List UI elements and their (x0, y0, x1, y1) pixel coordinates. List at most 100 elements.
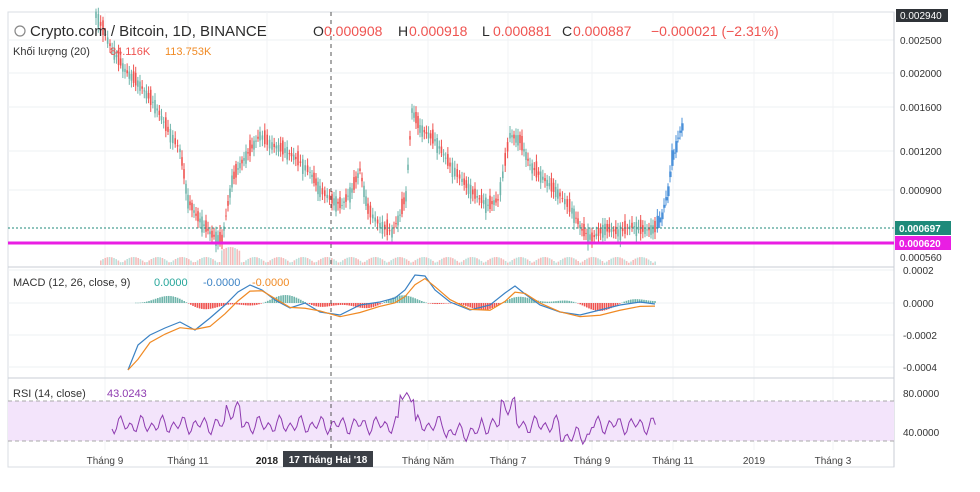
candle-body (324, 190, 326, 197)
candle-body (331, 194, 333, 204)
macd-histogram-bar (280, 295, 282, 303)
candle-body (405, 191, 407, 202)
rsi-label[interactable]: RSI (14, close) (13, 388, 86, 400)
candle-body (395, 223, 397, 225)
volume-bar (423, 257, 425, 265)
candle-body (474, 188, 476, 199)
macd-histogram-bar (322, 303, 324, 307)
macd-histogram-bar (240, 303, 243, 305)
candle-body (365, 196, 367, 207)
candle-body (519, 134, 521, 144)
candle-body (667, 186, 670, 197)
candle-body (564, 199, 566, 205)
volume-bar (236, 249, 238, 265)
macd-histogram-bar (550, 301, 553, 303)
volume-bar (335, 260, 337, 265)
volume-bar (111, 257, 113, 265)
candle-body (149, 89, 152, 105)
candle-body (548, 183, 551, 187)
candle-body (299, 161, 302, 163)
candle-body (247, 152, 249, 154)
volume-bar (623, 259, 626, 265)
macd-histogram-bar (636, 299, 639, 303)
volume-bar (427, 258, 430, 265)
candle-body (193, 210, 195, 213)
macd-histogram-bar (157, 298, 159, 303)
candle-body (425, 132, 428, 134)
macd-histogram-bar (212, 303, 214, 309)
volume-bar (386, 262, 388, 265)
macd-label[interactable]: MACD (12, 26, close, 9) (13, 277, 130, 289)
candle-body (317, 181, 319, 195)
macd-histogram-bar (511, 298, 513, 303)
support-price-badge (895, 236, 951, 250)
macd-histogram-bar (337, 303, 339, 306)
candle-body (463, 178, 465, 185)
macd-histogram-bar (214, 303, 216, 308)
macd-histogram-bar (352, 303, 355, 307)
price-tick-label: 0.002500 (900, 36, 942, 47)
volume-bar (370, 257, 373, 265)
macd-histogram-bar (396, 295, 399, 303)
candle-body (388, 230, 391, 232)
candle-body (95, 11, 97, 18)
volume-bar (388, 261, 390, 265)
candle-body (102, 20, 104, 36)
macd-histogram-bar (579, 303, 581, 305)
candle-body (476, 196, 478, 198)
macd-histogram-bar (559, 300, 562, 303)
volume-bar (194, 262, 197, 265)
volume-label[interactable]: Khối lượng (20) (13, 46, 90, 58)
macd-axis[interactable]: 0.0002 0.0000 -0.0002 -0.0004 (903, 266, 937, 374)
macd-histogram-bar (627, 300, 630, 303)
symbol-visibility-icon[interactable] (14, 25, 26, 37)
volume-bar (353, 257, 355, 265)
macd-histogram-bar (390, 298, 392, 303)
volume-bar (322, 257, 324, 265)
macd-histogram-bar (238, 303, 240, 305)
candle-body (176, 145, 179, 147)
time-tick-label: 2018 (256, 456, 279, 467)
candle-body (671, 150, 674, 166)
time-tick-label: Tháng 11 (167, 456, 209, 467)
candle-body (617, 229, 619, 237)
rsi-axis[interactable]: 80.0000 40.0000 (903, 389, 940, 439)
volume-bar (586, 258, 588, 265)
price-axis[interactable]: 0.002940 0.002500 0.002000 0.001600 0.001200… (896, 9, 948, 264)
volume-bar (361, 262, 364, 265)
volume-bar (471, 257, 474, 265)
candle-body (577, 218, 579, 225)
volume-bar (287, 260, 289, 265)
volume-bar (247, 258, 249, 265)
candle-body (624, 220, 626, 234)
candle-body (487, 204, 489, 206)
candle-body (172, 134, 174, 144)
macd-histogram-bar (590, 303, 592, 310)
macd-histogram-bar (231, 303, 234, 305)
macd-histogram-bar (339, 303, 342, 305)
macd-histogram-bar (249, 303, 251, 306)
volume-bar (282, 258, 285, 265)
candle-body (273, 143, 275, 148)
macd-histogram-bar (614, 303, 617, 306)
symbol-title[interactable]: Crypto.com / Bitcoin, 1D, BINANCE (30, 23, 267, 40)
macd-histogram-bar (357, 303, 359, 308)
macd-histogram-bar (487, 303, 489, 310)
macd-histogram-bar (205, 303, 207, 310)
macd-histogram-bar (621, 302, 623, 304)
volume-bar (302, 257, 304, 265)
candlestick-series[interactable] (95, 7, 684, 253)
candle-body (187, 194, 189, 209)
macd-histogram-bar (471, 303, 474, 309)
volume-bar (317, 260, 320, 265)
volume-bar (478, 259, 480, 265)
volume-bar (216, 262, 219, 265)
candle-body (472, 189, 474, 195)
candle-body (326, 194, 328, 198)
macd-histogram-bar (599, 303, 601, 311)
macd-histogram-bar (326, 303, 328, 307)
macd-histogram-bar (632, 299, 634, 303)
time-axis[interactable]: Tháng 9 Tháng 11 2018 Tháng Năm Tháng 7 Tháng… (87, 456, 852, 467)
candle-body (199, 218, 201, 223)
